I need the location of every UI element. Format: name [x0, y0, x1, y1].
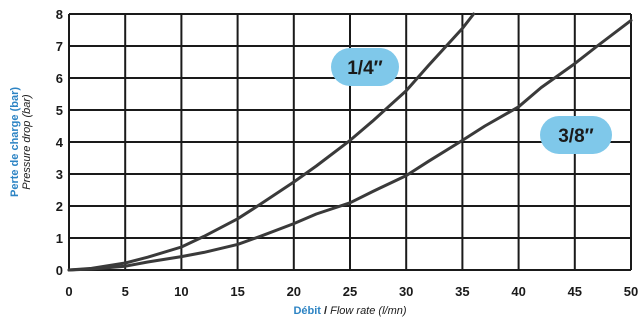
y-tick-label-1: 1 — [56, 231, 63, 246]
y-axis-label: Perte de charge (bar) Pressure drop (bar… — [9, 87, 33, 197]
x-tick-label-7: 35 — [455, 284, 469, 299]
y-tick-label-6: 6 — [56, 71, 63, 86]
badge-series-1-background — [331, 48, 399, 86]
x-axis-label-bold: Débit — [293, 305, 321, 317]
x-tick-label-2: 10 — [174, 284, 188, 299]
y-tick-label-0: 0 — [56, 263, 63, 278]
x-tick-labels: 0 5 10 15 20 25 30 35 40 45 50 — [65, 284, 638, 299]
x-axis-label-italic: Flow rate (l/mn) — [330, 305, 407, 317]
series-line-1 — [67, 12, 476, 272]
y-tick-label-2: 2 — [56, 199, 63, 214]
x-tick-label-0: 0 — [65, 284, 72, 299]
badge-series-1: 1/4″ — [331, 48, 399, 86]
y-tick-labels: 0 1 2 3 4 5 6 7 8 — [56, 7, 64, 278]
x-tick-label-3: 15 — [230, 284, 244, 299]
y-tick-label-7: 7 — [56, 39, 63, 54]
x-axis-label-separator: / — [321, 305, 330, 317]
series-lines — [67, 12, 633, 272]
y-axis-label-italic: Pressure drop (bar) — [21, 94, 33, 190]
x-tick-label-1: 5 — [122, 284, 129, 299]
x-tick-label-5: 25 — [343, 284, 357, 299]
y-tick-label-8: 8 — [56, 7, 63, 22]
y-tick-label-4: 4 — [56, 135, 64, 150]
badge-series-1-label: 1/4″ — [347, 58, 383, 79]
y-axis-label-bold: Perte de charge (bar) — [9, 87, 21, 197]
y-tick-label-3: 3 — [56, 167, 63, 182]
series-line-2 — [67, 18, 633, 272]
x-tick-label-9: 45 — [568, 284, 582, 299]
x-tick-label-6: 30 — [399, 284, 413, 299]
badge-series-2-label: 3/8″ — [558, 126, 594, 147]
badge-series-2-background — [540, 116, 612, 154]
badge-series-2: 3/8″ — [540, 116, 612, 154]
x-tick-label-8: 40 — [511, 284, 525, 299]
x-tick-label-10: 50 — [624, 284, 638, 299]
x-axis-label: Débit / Flow rate (l/mn) — [293, 305, 406, 317]
x-tick-label-4: 20 — [287, 284, 301, 299]
y-tick-label-5: 5 — [56, 103, 63, 118]
